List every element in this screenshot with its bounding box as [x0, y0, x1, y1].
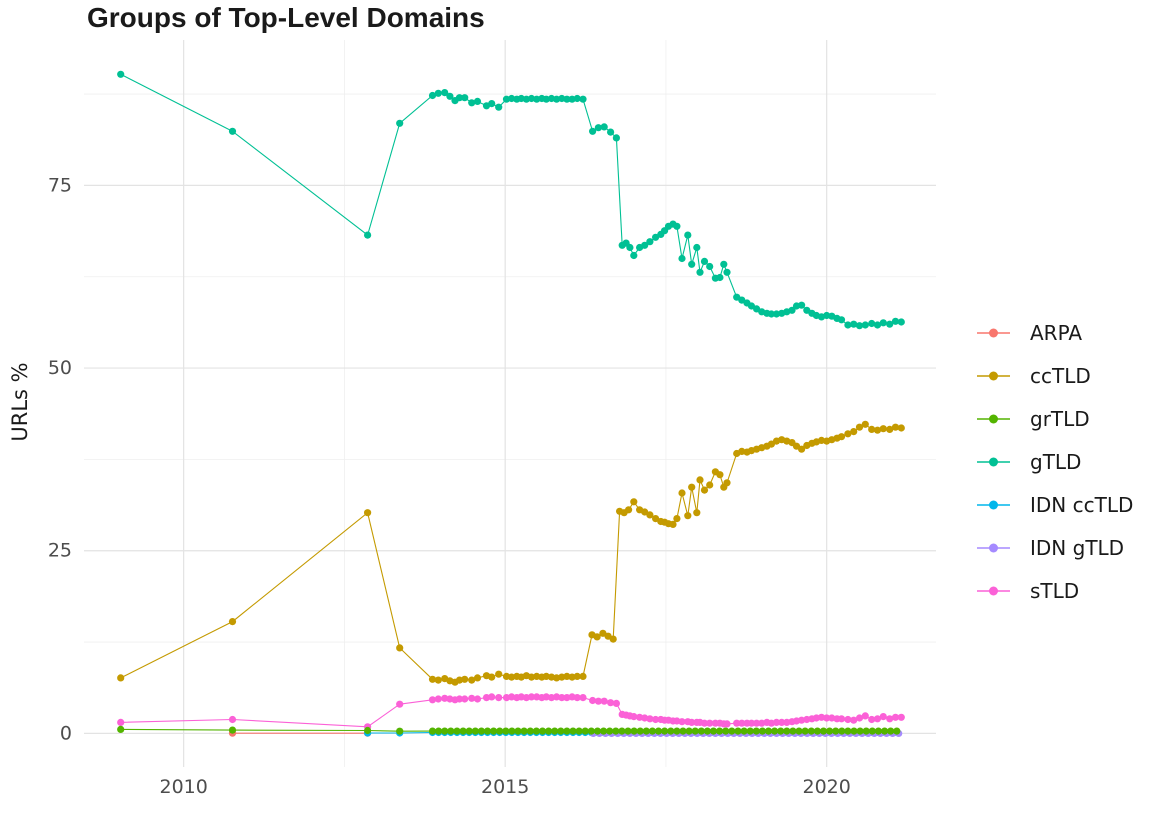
y-tick-label: 25 — [48, 540, 72, 562]
legend-item-idn-gtld: IDN gTLD — [977, 536, 1124, 560]
legend-item-grtld: grTLD — [977, 407, 1090, 431]
y-tick-label: 0 — [60, 722, 72, 744]
grid-major — [84, 40, 936, 767]
x-tick-label: 2020 — [803, 776, 851, 798]
y-tick-label: 75 — [48, 174, 72, 196]
series-gtld-line — [120, 73, 902, 327]
legend-item-arpa: ARPA — [977, 321, 1082, 345]
legend-key-point — [989, 414, 998, 424]
series-gtld — [117, 70, 905, 330]
legend-key-point — [989, 328, 998, 338]
legend-key-point — [989, 543, 998, 553]
x-tick-label: 2010 — [159, 776, 207, 798]
y-axis-title: URLs % — [8, 362, 32, 441]
legend-label: ARPA — [1030, 321, 1082, 345]
x-tick-label: 2015 — [481, 776, 529, 798]
chart-title: Groups of Top-Level Domains — [87, 2, 485, 33]
legend-item-stld: sTLD — [977, 579, 1079, 603]
legend-label: IDN ccTLD — [1030, 493, 1133, 517]
series-cctld — [117, 420, 905, 686]
legend-item-gtld: gTLD — [977, 450, 1081, 474]
legend-key-point — [989, 586, 998, 596]
legend-key-point — [989, 500, 998, 510]
series-cctld-line — [120, 423, 902, 683]
legend-label: gTLD — [1030, 450, 1081, 474]
legend-label: IDN gTLD — [1030, 536, 1124, 560]
legend-label: grTLD — [1030, 407, 1090, 431]
legend-key-point — [989, 371, 998, 381]
legend-item-cctld: ccTLD — [977, 364, 1091, 388]
grid-minor — [84, 40, 936, 767]
legend-label: ccTLD — [1030, 364, 1091, 388]
series-grtld — [117, 725, 901, 735]
series-stld — [117, 693, 905, 731]
legend-item-idn-cctld: IDN ccTLD — [977, 493, 1133, 517]
y-tick-label: 50 — [48, 357, 72, 379]
legend-key-point — [989, 457, 998, 467]
legend: ARPA ccTLD grTLD gTLD IDN ccTLD IDN gTLD sTLD — [977, 321, 1133, 603]
legend-label: sTLD — [1030, 579, 1079, 603]
